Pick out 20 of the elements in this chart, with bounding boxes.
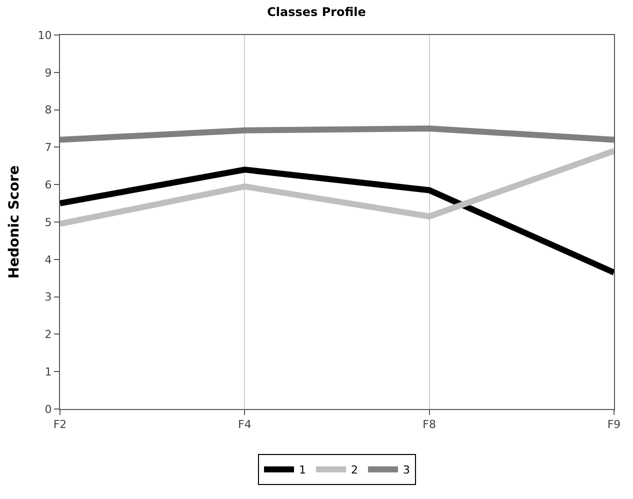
- x-tick-label: F9: [607, 418, 621, 432]
- chart-title: Classes Profile: [267, 4, 366, 19]
- y-tick-label: 1: [44, 365, 52, 378]
- y-tick-label: 2: [44, 328, 52, 342]
- y-tick-label: 5: [44, 216, 52, 229]
- x-tick-label: F8: [422, 418, 436, 432]
- y-tick-label: 10: [38, 28, 52, 42]
- y-tick-label: 8: [44, 104, 52, 117]
- y-tick-label: 9: [44, 66, 52, 80]
- y-tick-label: 0: [44, 402, 52, 416]
- y-tick-label: 3: [44, 290, 52, 304]
- y-tick-label: 4: [44, 253, 52, 266]
- y-axis-title: Hedonic Score: [6, 165, 22, 279]
- legend-label: 3: [403, 464, 410, 477]
- x-tick-label: F4: [238, 418, 252, 432]
- x-tick-label: F2: [53, 418, 67, 432]
- legend-label: 1: [299, 464, 306, 477]
- legend-label: 2: [351, 464, 358, 477]
- y-tick-label: 6: [44, 178, 52, 192]
- y-tick-label: 7: [44, 141, 52, 154]
